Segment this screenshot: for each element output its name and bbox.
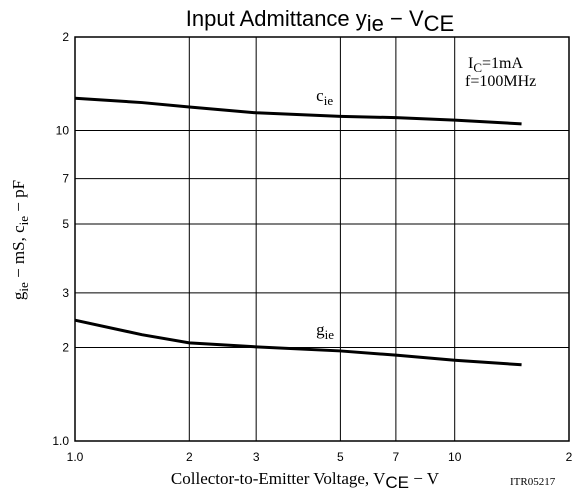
annotation-sub: C (473, 60, 482, 75)
y-tick-label: 1.0 (52, 434, 69, 448)
x-tick-label: 2 (186, 450, 193, 464)
label-part: g (9, 291, 28, 300)
x-tick-label: 10 (448, 450, 462, 464)
title-part: − V (384, 6, 424, 31)
y-tick-label: 10 (56, 123, 70, 137)
y-tick-label: 2 (62, 30, 69, 44)
series-label-part: g (316, 320, 325, 339)
series-line (74, 318, 522, 367)
series-label-part: ie (324, 93, 334, 108)
label-sub: CE (385, 473, 409, 492)
title-sub: CE (424, 11, 455, 36)
x-tick-label: 5 (337, 450, 344, 464)
label-sub: ie (16, 282, 31, 292)
title-part: Input Admittance y (186, 6, 367, 31)
label-part: Collector-to-Emitter Voltage, V (171, 469, 386, 488)
x-tick-label: 3 (253, 450, 260, 464)
y-axis-label: gie − mS, cie − pF (9, 180, 31, 300)
figure-code: ITR05217 (510, 476, 556, 488)
x-tick-label: 2 (566, 450, 573, 464)
series-line (74, 96, 522, 126)
label-part: − pF (9, 180, 28, 216)
x-axis-label: Collector-to-Emitter Voltage, VCE − V (171, 469, 440, 492)
annotation: f=100MHz (465, 73, 536, 90)
x-tick-label: 7 (393, 450, 400, 464)
label-sub: ie (16, 216, 31, 226)
x-tick-label: 1.0 (67, 450, 84, 464)
label-part: − mS, c (9, 225, 28, 282)
y-tick-label: 2 (62, 341, 69, 355)
y-tick-label: 3 (62, 286, 69, 300)
label-part: − V (409, 469, 440, 488)
series-label-part: c (316, 86, 324, 105)
annotation: IC=1mA (468, 55, 523, 75)
y-tick-label: 5 (62, 217, 69, 231)
plot-frame (74, 36, 570, 442)
annotation-part: I (468, 55, 473, 72)
annotation-part: =1mA (482, 55, 523, 72)
series-label: gie (316, 320, 334, 342)
series-label: cie (316, 86, 333, 108)
title-sub: ie (367, 11, 384, 36)
series-label-part: ie (325, 327, 335, 342)
chart-title: Input Admittance yie − VCE (186, 6, 454, 36)
y-tick-label: 7 (62, 172, 69, 186)
